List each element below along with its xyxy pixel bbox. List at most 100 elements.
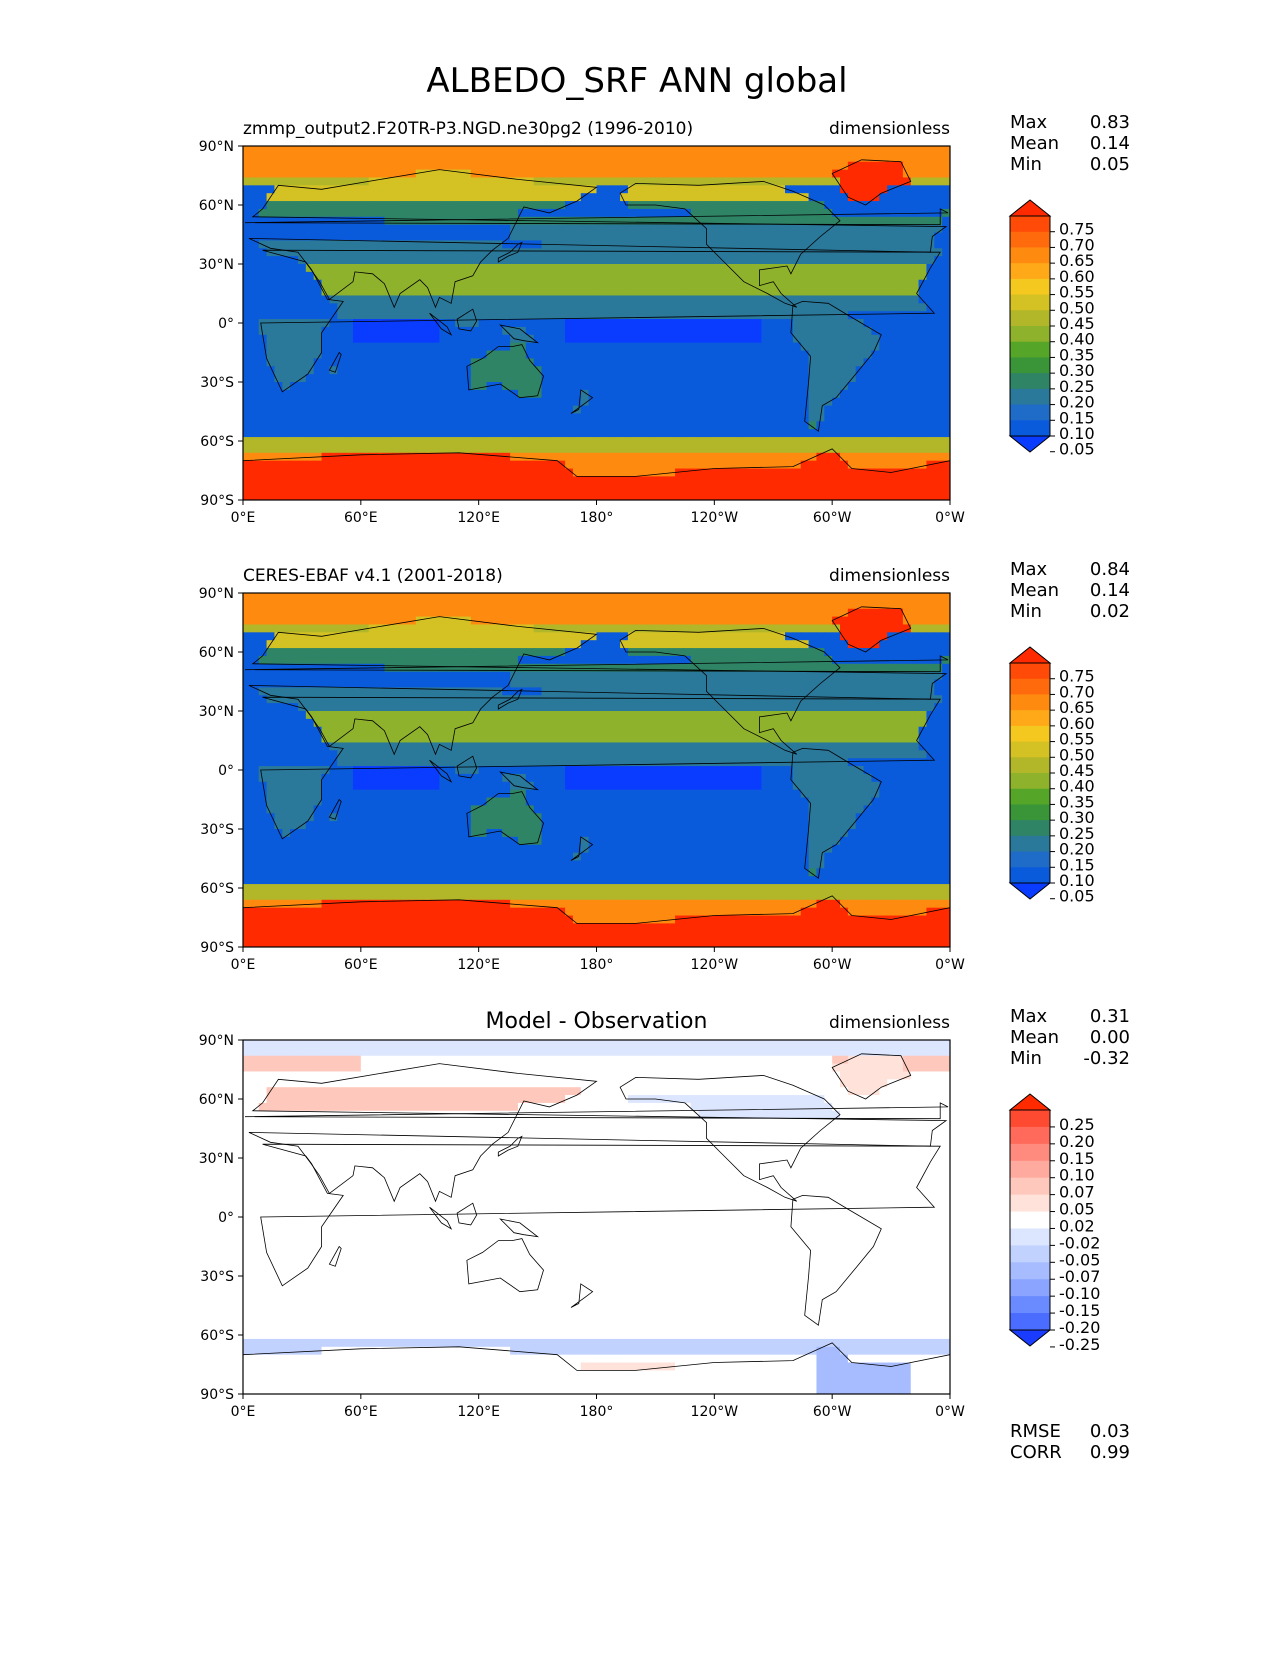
stat-label: Max — [1010, 112, 1048, 133]
lon-tick-label: 60°W — [813, 1404, 852, 1420]
stat-value: 0.14 — [1090, 580, 1130, 601]
lat-tick-label: 90°N — [199, 139, 234, 155]
colorbar-swatch — [1010, 757, 1050, 773]
stat-value: 0.83 — [1090, 112, 1130, 133]
lat-tick-label: 30°S — [200, 1269, 234, 1285]
lon-tick-label: 60°E — [344, 957, 378, 973]
stat-label: RMSE — [1010, 1421, 1061, 1442]
colorbar-swatch — [1010, 232, 1050, 248]
lon-tick-label: 120°E — [457, 957, 500, 973]
map-panel-1: zmmp_output2.F20TR-P3.NGD.ne30pg2 (1996-… — [199, 112, 1130, 526]
lat-tick-label: 0° — [218, 763, 234, 779]
lon-tick-label: 0°W — [935, 1404, 965, 1420]
colorbar-swatch — [1010, 773, 1050, 789]
map-field — [243, 1040, 951, 1395]
map-field — [243, 593, 951, 948]
colorbar-swatch — [1010, 726, 1050, 742]
figure-title: ALBEDO_SRF ANN global — [426, 61, 847, 101]
lat-tick-label: 90°S — [200, 1387, 234, 1403]
lon-tick-label: 180° — [580, 510, 614, 526]
stat-value: 0.03 — [1090, 1421, 1130, 1442]
stat-value: 0.84 — [1090, 559, 1130, 580]
colorbar-swatch — [1010, 342, 1050, 358]
colorbar-swatch — [1010, 279, 1050, 295]
colorbar-swatch — [1010, 295, 1050, 311]
colorbar-swatch — [1010, 742, 1050, 758]
lon-tick-label: 60°E — [344, 510, 378, 526]
stat-value: 0.99 — [1090, 1442, 1130, 1463]
stat-label: Mean — [1010, 133, 1059, 154]
stat-label: Min — [1010, 601, 1042, 622]
panel-center-title: Model - Observation — [486, 1009, 708, 1034]
stat-label: CORR — [1010, 1442, 1062, 1463]
colorbar-swatch — [1010, 1195, 1050, 1212]
colorbar-swatch — [1010, 216, 1050, 232]
stat-label: Max — [1010, 1006, 1048, 1027]
colorbar-swatch — [1010, 820, 1050, 836]
lon-tick-label: 0°E — [231, 1404, 256, 1420]
stat-value: 0.14 — [1090, 133, 1130, 154]
colorbar-swatch — [1010, 679, 1050, 695]
lon-tick-label: 120°W — [691, 957, 739, 973]
colorbar-extend-min — [1010, 1330, 1050, 1346]
colorbar-swatch — [1010, 804, 1050, 820]
colorbar-swatch — [1010, 1110, 1050, 1127]
lat-tick-label: 60°N — [199, 198, 234, 214]
stat-label: Min — [1010, 1048, 1042, 1069]
lat-tick-label: 60°S — [200, 1328, 234, 1344]
colorbar-swatch — [1010, 789, 1050, 805]
colorbar-swatch — [1010, 1228, 1050, 1245]
colorbar-swatch — [1010, 710, 1050, 726]
colorbar-swatch — [1010, 326, 1050, 342]
colorbar-swatch — [1010, 852, 1050, 868]
lon-tick-label: 60°W — [813, 957, 852, 973]
lon-tick-label: 120°E — [457, 510, 500, 526]
stat-value: 0.31 — [1090, 1006, 1130, 1027]
colorbar-swatch — [1010, 663, 1050, 679]
colorbar-swatch — [1010, 405, 1050, 421]
colorbar-extend-max — [1010, 200, 1050, 216]
colorbar-swatch — [1010, 1313, 1050, 1330]
stat-value: -0.32 — [1083, 1048, 1130, 1069]
colorbar-swatch — [1010, 836, 1050, 852]
stat-label: Min — [1010, 154, 1042, 175]
stat-label: Max — [1010, 559, 1048, 580]
map-field — [243, 146, 951, 501]
colorbar-extend-min — [1010, 436, 1050, 452]
colorbar-swatch — [1010, 1296, 1050, 1313]
lon-tick-label: 0°W — [935, 957, 965, 973]
map-panel-2: CERES-EBAF v4.1 (2001-2018)dimensionless… — [199, 559, 1130, 973]
colorbar-swatch — [1010, 247, 1050, 263]
lon-tick-label: 120°W — [691, 510, 739, 526]
lon-tick-label: 180° — [580, 957, 614, 973]
panel-left-title: zmmp_output2.F20TR-P3.NGD.ne30pg2 (1996-… — [243, 119, 693, 139]
colorbar-swatch — [1010, 694, 1050, 710]
lon-tick-label: 180° — [580, 1404, 614, 1420]
stat-value: 0.05 — [1090, 154, 1130, 175]
lat-tick-label: 30°S — [200, 822, 234, 838]
colorbar-swatch — [1010, 389, 1050, 405]
lat-tick-label: 0° — [218, 1210, 234, 1226]
lat-tick-label: 90°S — [200, 940, 234, 956]
lon-tick-label: 120°W — [691, 1404, 739, 1420]
colorbar-tick-label: -0.25 — [1059, 1335, 1100, 1354]
lat-tick-label: 60°N — [199, 645, 234, 661]
lat-tick-label: 90°S — [200, 493, 234, 509]
colorbar-extend-max — [1010, 647, 1050, 663]
lat-tick-label: 30°S — [200, 375, 234, 391]
colorbar-tick-label: 0.05 — [1059, 887, 1095, 906]
colorbar-swatch — [1010, 867, 1050, 883]
lat-tick-label: 0° — [218, 316, 234, 332]
colorbar-swatch — [1010, 1178, 1050, 1195]
colorbar-swatch — [1010, 310, 1050, 326]
colorbar: 0.750.700.650.600.550.500.450.400.350.30… — [1010, 200, 1095, 459]
lat-tick-label: 60°N — [199, 1092, 234, 1108]
lat-tick-label: 30°N — [199, 704, 234, 720]
lon-tick-label: 120°E — [457, 1404, 500, 1420]
colorbar: 0.250.200.150.100.070.050.02-0.02-0.05-0… — [1010, 1094, 1100, 1354]
lon-tick-label: 60°E — [344, 1404, 378, 1420]
colorbar-swatch — [1010, 357, 1050, 373]
colorbar-swatch — [1010, 1262, 1050, 1279]
colorbar-swatch — [1010, 1212, 1050, 1229]
